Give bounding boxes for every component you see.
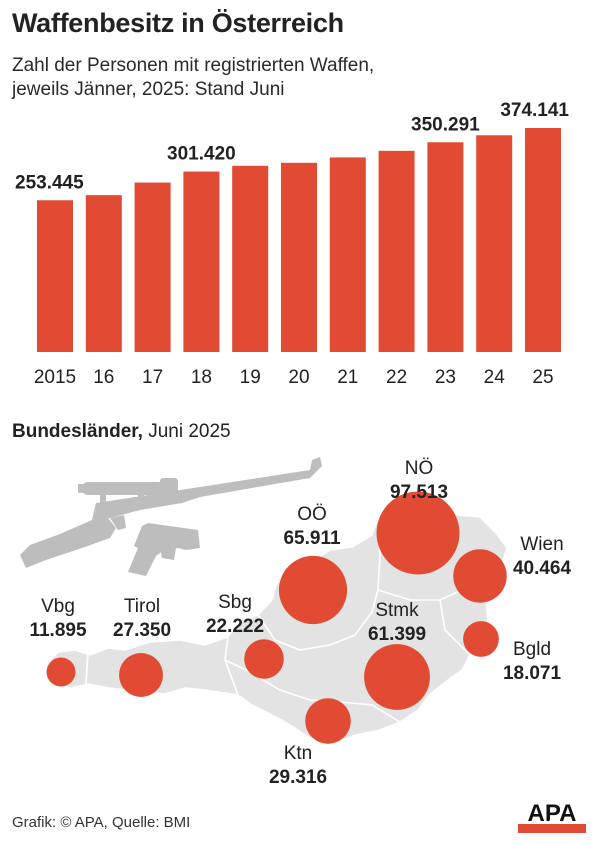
region-value: 11.895 — [29, 620, 87, 641]
bubble-Stmk — [364, 644, 430, 710]
subtitle-line-1: Zahl der Personen mit registrierten Waff… — [12, 55, 375, 76]
region-name: Bgld — [512, 639, 552, 660]
tick-label-25: 25 — [532, 367, 553, 388]
region-bubbles — [46, 491, 507, 744]
tick-label-17: 17 — [142, 367, 163, 388]
bubble-Sbg — [244, 639, 284, 679]
region-name: Vbg — [41, 596, 75, 617]
region-value: 61.399 — [367, 624, 427, 645]
tick-label-21: 21 — [337, 367, 358, 388]
bubble-Ktn — [305, 698, 351, 744]
region-label-Vbg: Vbg 11.895 — [29, 595, 86, 643]
bubble-OÖ — [278, 555, 348, 625]
region-value: 65.911 — [283, 528, 341, 549]
bar-18 — [183, 171, 220, 352]
bar-24 — [476, 135, 513, 352]
bar-2015 — [37, 200, 73, 352]
bubble-NÖ — [376, 491, 460, 575]
pistol-icon — [128, 523, 200, 576]
tick-label-2015: 2015 — [34, 367, 76, 388]
data-label-2015: 253.445 — [15, 172, 84, 193]
bar-25 — [525, 128, 561, 352]
region-value: 27.350 — [112, 620, 172, 641]
region-name: Ktn — [283, 743, 313, 764]
tick-label-23: 23 — [435, 367, 456, 388]
bubble-Vbg — [46, 657, 76, 687]
region-name: Stmk — [375, 600, 419, 621]
section-label-bold: Bundesländer, — [12, 421, 143, 442]
tick-label-22: 22 — [386, 367, 407, 388]
region-value: 18.071 — [502, 663, 562, 684]
region-label-OÖ: OÖ 65.911 — [283, 503, 340, 551]
region-value: 29.316 — [268, 767, 328, 788]
bar-17 — [134, 182, 171, 352]
region-border — [85, 651, 89, 685]
region-value: 97.513 — [389, 482, 449, 503]
region-label-Tirol: Tirol 27.350 — [113, 595, 171, 643]
bubble-Wien — [453, 549, 507, 603]
region-label-Ktn: Ktn 29.316 — [269, 742, 327, 790]
data-label-18: 301.420 — [167, 144, 236, 165]
tick-label-19: 19 — [240, 367, 261, 388]
region-label-Bgld: Bgld 18.071 — [503, 638, 561, 686]
region-name: NÖ — [404, 458, 434, 479]
bar-19 — [232, 165, 269, 352]
bar-21 — [329, 157, 366, 352]
region-label-Stmk: Stmk 61.399 — [368, 599, 426, 647]
region-name: Tirol — [123, 596, 161, 617]
bar-20 — [281, 162, 317, 352]
region-border — [439, 599, 471, 656]
region-value: 22.222 — [205, 616, 265, 637]
section-label-rest: Juni 2025 — [142, 421, 231, 442]
region-value: 40.464 — [512, 558, 572, 579]
bubble-Bgld — [463, 621, 499, 657]
region-name: Wien — [520, 534, 564, 555]
bar-22 — [378, 150, 415, 352]
bubble-Tirol — [119, 653, 163, 697]
data-label-23: 350.291 — [411, 114, 480, 135]
source-credit: Grafik: © APA, Quelle: BMI — [12, 814, 191, 831]
region-label-Wien: Wien 40.464 — [513, 533, 571, 581]
tick-label-16: 16 — [93, 367, 114, 388]
apa-logo: APA — [518, 800, 586, 833]
region-label-NÖ: NÖ 97.513 — [390, 457, 448, 505]
subtitle-line-2: jeweils Jänner, 2025: Stand Juni — [12, 79, 285, 100]
rifle-icon — [20, 457, 322, 568]
tick-label-18: 18 — [191, 367, 212, 388]
region-name: Sbg — [218, 592, 252, 613]
tick-label-20: 20 — [288, 367, 309, 388]
region-label-Sbg: Sbg 22.222 — [206, 591, 264, 639]
data-label-25: 374.141 — [500, 100, 569, 121]
region-border — [257, 589, 379, 651]
region-name: OÖ — [297, 504, 327, 525]
page-title: Waffenbesitz in Österreich — [12, 8, 344, 38]
chart-subtitle: Zahl der Personen mit registrierten Waff… — [12, 54, 572, 102]
bar-16 — [85, 195, 122, 352]
tick-label-24: 24 — [484, 367, 506, 388]
bar-chart: 2015 253.445 16 17 18 301.420 19 20 21 22 23 350.29… — [15, 100, 569, 388]
section-label: Bundesländer, Juni 2025 — [12, 421, 231, 443]
bar-23 — [427, 142, 464, 352]
